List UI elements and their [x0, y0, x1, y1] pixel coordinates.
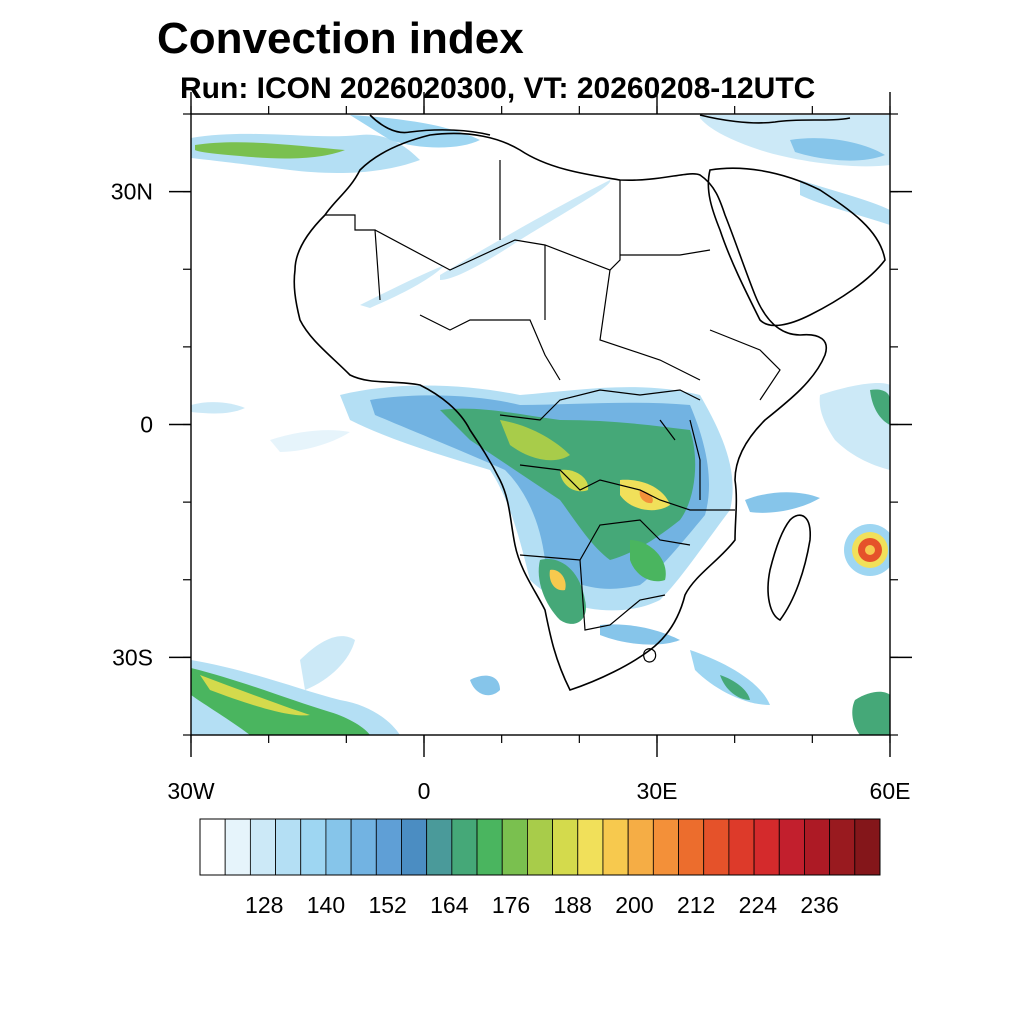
border-chad-sudan [544, 245, 701, 381]
colorbar-label: 188 [554, 892, 592, 918]
colorbar: 128 140 152 164 176 188 200 212 224 236 [199, 818, 881, 918]
colorbar-swatch [728, 818, 755, 876]
colorbar-swatch [426, 818, 453, 876]
field-streak-atlantic2 [270, 430, 350, 452]
border-central [519, 464, 735, 511]
colorbar-frame [199, 818, 881, 876]
border-lesotho [643, 648, 657, 663]
field-streak-atlantic [191, 402, 245, 414]
field-core-north [195, 142, 345, 159]
lon-tick-label: 30W [167, 778, 215, 804]
field-hotspot-east-core [639, 490, 653, 504]
colorbar-swatch [753, 818, 780, 876]
colorbar-swatch [300, 818, 327, 876]
cyclone-eye [865, 545, 875, 555]
colorbar-label: 212 [677, 892, 715, 918]
field-band-indian [819, 383, 890, 470]
madagascar-coastline [767, 514, 811, 622]
lat-tick-label: 0 [140, 412, 153, 438]
field-south-streak [600, 624, 680, 645]
colorbar-swatch [552, 818, 579, 876]
colorbar-swatch [678, 818, 705, 876]
border-angola-zambia [519, 519, 691, 561]
colorbar-label: 224 [739, 892, 778, 918]
colorbar-label: 152 [368, 892, 406, 918]
field-south-east [630, 540, 666, 582]
field-south-east-streak [690, 650, 770, 705]
colorbar-swatch [527, 818, 553, 876]
field-core-indian [870, 389, 890, 425]
colorbar-swatch [778, 818, 805, 876]
colorbar-swatch [325, 818, 352, 876]
field-streak-southwest [300, 636, 355, 690]
colorbar-swatch [224, 818, 251, 876]
border-horn [709, 329, 781, 401]
field-hotspot-congo [500, 420, 570, 461]
lon-tick-label: 60E [870, 778, 911, 804]
colorbar-swatch [577, 818, 604, 876]
field-core-northeast [790, 138, 885, 161]
arabia-coastline [707, 167, 886, 327]
border-namibia-botswana [579, 559, 666, 631]
colorbar-swatch [501, 818, 528, 876]
axis-ticks: 30W 0 30E 60E 30N 0 30S [111, 92, 912, 804]
lon-tick-label: 30E [637, 778, 678, 804]
lat-tick-label: 30N [111, 179, 153, 205]
border-west-sahara [325, 214, 381, 301]
colorbar-label: 176 [492, 892, 530, 918]
colorbar-swatch [350, 818, 377, 876]
map-subtitle: Run: ICON 2026020300, VT: 20260208-12UTC [180, 72, 816, 105]
lat-tick-label: 30S [112, 644, 153, 670]
turkey-coastline [699, 114, 851, 124]
colorbar-label: 128 [245, 892, 283, 918]
colorbar-label: 236 [800, 892, 838, 918]
country-borders [325, 160, 781, 663]
map-title: Convection index [157, 14, 524, 63]
border-east-africa [659, 419, 701, 500]
field-blob-south-atlantic [470, 675, 500, 696]
colorbar-swatch [199, 818, 226, 876]
colorbar-swatch [375, 818, 402, 876]
field-core-southeast [852, 691, 890, 735]
colorbar-swatch [804, 818, 831, 876]
field-south-east-core [720, 675, 750, 700]
field-core-southwest [191, 668, 370, 735]
border-equatorial [499, 389, 701, 421]
colorbar-swatch [476, 818, 503, 876]
colorbar-swatch [703, 818, 730, 876]
colorbar-swatch [854, 818, 881, 876]
colorbar-swatch [627, 818, 654, 876]
border-egypt-sudan [620, 249, 711, 256]
field-hotspot-central [560, 469, 589, 492]
africa-coastline [293, 132, 827, 691]
field-hotspot-southwest [200, 675, 310, 716]
field-streak-madagascar [745, 492, 820, 513]
colorbar-label: 200 [615, 892, 653, 918]
colorbar-swatch [652, 818, 679, 876]
colorbar-label: 140 [307, 892, 345, 918]
coastlines [293, 114, 886, 691]
colorbar-swatch [451, 818, 478, 876]
border-sahel [419, 314, 561, 381]
colorbar-swatch [829, 818, 856, 876]
colorbar-swatch [602, 818, 629, 876]
colorbar-swatch [275, 818, 302, 876]
colorbar-swatch [401, 818, 428, 876]
field-south-hotspot [549, 569, 566, 591]
europe-coastline [369, 114, 491, 136]
colorbar-label: 164 [430, 892, 469, 918]
field-streak-sahel [360, 265, 445, 308]
lon-tick-label: 0 [418, 778, 431, 804]
colorbar-swatch [249, 818, 276, 876]
